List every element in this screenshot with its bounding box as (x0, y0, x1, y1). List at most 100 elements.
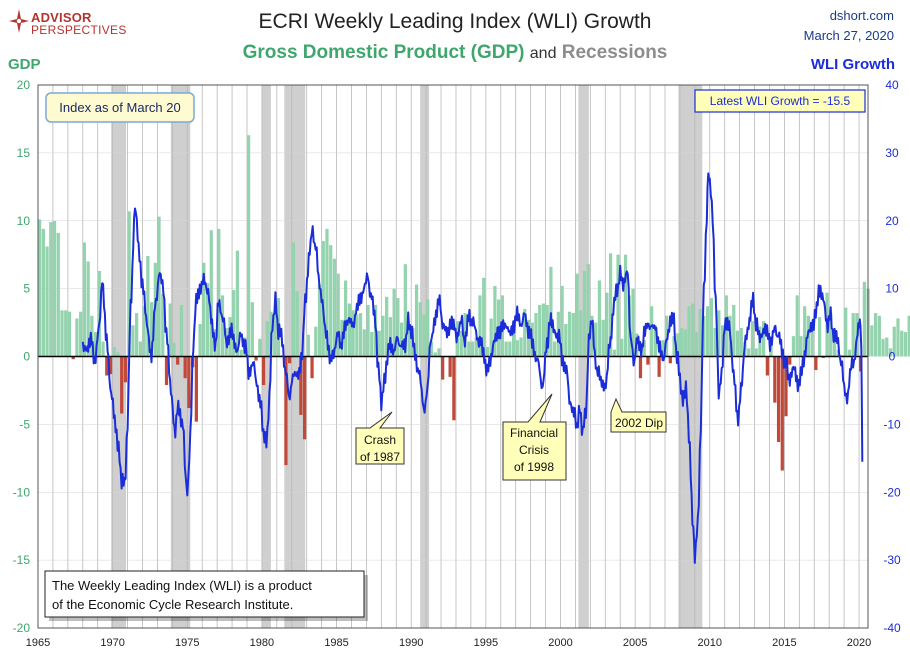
gdp-bar (799, 336, 803, 357)
gdp-bar (325, 228, 329, 357)
note-line: The Weekly Leading Index (WLI) is a prod… (52, 578, 312, 593)
gdp-bar (123, 356, 128, 383)
wli-line (81, 172, 864, 564)
brand-logo: ADVISOR PERSPECTIVES (6, 4, 156, 40)
gdp-bar (329, 245, 333, 357)
gdp-bar (142, 306, 146, 357)
right-tick-label: -10 (883, 417, 901, 431)
gdp-bar (45, 246, 49, 357)
gdp-bar (590, 315, 594, 357)
subtitle-recessions: Recessions (561, 42, 668, 63)
right-tick-label: 20 (885, 214, 899, 228)
gdp-bar (426, 299, 430, 357)
gdp-bar (780, 356, 784, 471)
gdp-bar (437, 348, 441, 357)
right-tick-label: 30 (885, 146, 899, 160)
right-tick-label: -40 (883, 621, 901, 635)
gdp-bar (739, 327, 743, 357)
gdp-bar (672, 336, 676, 357)
gdp-bar (60, 310, 64, 357)
gdp-bar (773, 356, 777, 403)
gdp-bar (381, 315, 385, 357)
gdp-bar (814, 356, 818, 371)
left-tick-label: 15 (17, 146, 31, 160)
dip-2002-callout (610, 397, 667, 433)
gdp-bar (605, 292, 609, 357)
index-date-label: Index as of March 20 (59, 100, 180, 115)
note-line: of the Economic Cycle Research Institute… (52, 597, 293, 612)
gdp-bar (642, 340, 646, 357)
gdp-bar (358, 313, 363, 357)
gdp-bar (317, 284, 322, 357)
site-url: dshort.com (829, 8, 894, 23)
financial-crisis-label: Crisis (519, 443, 549, 457)
gdp-bar (713, 327, 717, 357)
gdp-bar (370, 332, 374, 357)
brand-name: ADVISOR (31, 10, 92, 25)
gdp-bar (86, 261, 90, 357)
gdp-bar (750, 321, 755, 357)
gdp-bar (441, 356, 445, 380)
gdp-bar (332, 258, 337, 357)
left-tick-label: -10 (13, 485, 31, 499)
gdp-bar (620, 338, 624, 357)
gdp-bar (575, 273, 579, 357)
gdp-bar (105, 356, 109, 376)
gdp-bar (56, 232, 60, 357)
left-tick-label: -20 (13, 621, 31, 635)
financial-crisis-label: Financial (510, 426, 558, 440)
note-box (44, 570, 365, 618)
gdp-bar (482, 277, 486, 357)
subtitle-gdp: Gross Domestic Product (GDP) (242, 42, 525, 63)
gdp-bar (885, 337, 889, 357)
gdp-bar (571, 313, 575, 357)
gdp-bar (683, 329, 687, 357)
gdp-bar (553, 341, 557, 357)
latest-wli-label: Latest WLI Growth = -15.5 (710, 94, 851, 108)
gdp-bar (795, 295, 799, 357)
gdp-bar (784, 356, 788, 417)
gdp-bar (545, 304, 549, 357)
gdp-bar (135, 313, 139, 357)
gdp-bar (549, 266, 553, 357)
gdp-bar (470, 341, 475, 357)
gdp-bar (64, 310, 68, 357)
gdp-bar (336, 273, 340, 357)
x-tick-label: 2015 (772, 637, 796, 649)
gdp-bar (698, 308, 702, 357)
gdp-bar (873, 313, 878, 357)
gdp-bar (862, 281, 867, 357)
gdp-bar (709, 298, 713, 357)
gdp-bar (474, 337, 478, 357)
gdp-bar (817, 317, 822, 357)
left-tick-label: 0 (23, 350, 30, 364)
x-tick-label: 1995 (474, 637, 498, 649)
plot-frame (37, 84, 869, 629)
gdp-bar (138, 341, 142, 357)
right-tick-label: -20 (883, 485, 901, 499)
gdp-bar (762, 321, 766, 357)
gdp-bar (265, 321, 269, 357)
gdp-bar (612, 349, 616, 357)
gdp-bar (870, 325, 874, 357)
gdp-bar (903, 332, 908, 357)
gdp-bar (511, 322, 516, 357)
gdp-bar (205, 283, 210, 357)
gdp-bar (366, 304, 370, 357)
gdp-bar (396, 298, 400, 357)
right-tick-label: 40 (885, 78, 899, 92)
gdp-bar (302, 356, 307, 440)
gdp-bar (515, 340, 519, 357)
gdp-bar (344, 280, 348, 357)
gdp-bar (717, 310, 721, 357)
gdp-bar (586, 264, 590, 357)
gdp-bar (776, 356, 781, 443)
gdp-bar (351, 310, 355, 357)
gdp-bar (493, 285, 497, 357)
gdp-bar (489, 318, 493, 357)
gdp-bar (892, 326, 896, 357)
gdp-bar (261, 356, 266, 386)
x-tick-label: 1975 (175, 637, 199, 649)
gdp-bar (157, 216, 161, 357)
gdp-bar (538, 304, 542, 357)
